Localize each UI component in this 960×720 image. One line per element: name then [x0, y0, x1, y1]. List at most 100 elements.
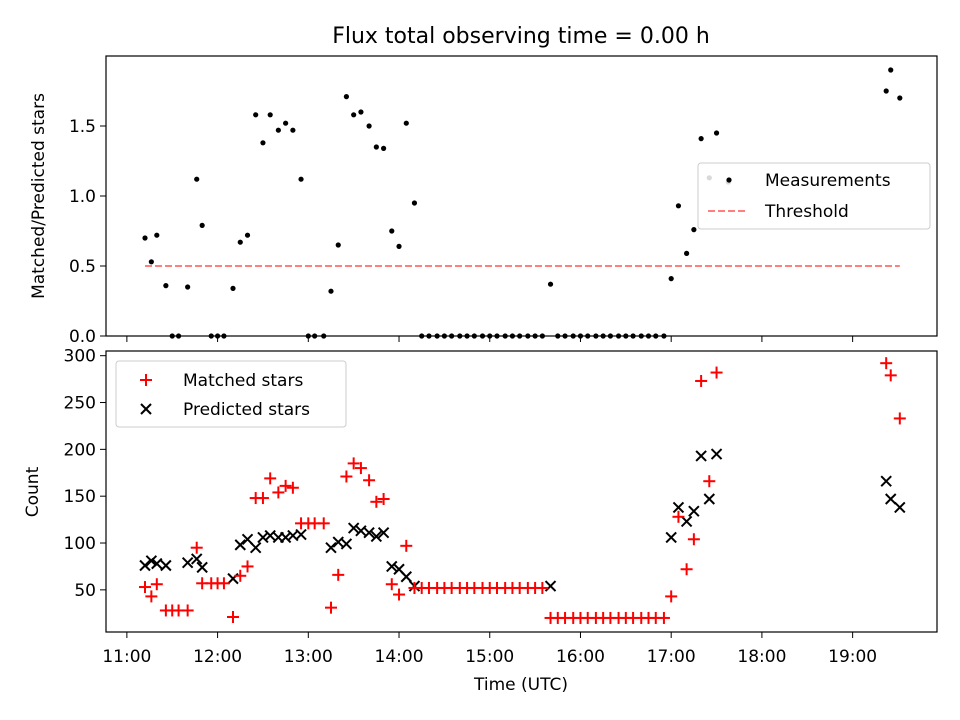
x-tick-label: 17:00 [647, 647, 696, 667]
legend-predicted-label: Predicted stars [183, 400, 310, 420]
matched-point [264, 472, 277, 485]
top-y-tick-label: 1.5 [69, 117, 96, 137]
measurement-point [154, 232, 160, 238]
measurement-point [691, 227, 697, 233]
measurement-point [351, 112, 357, 118]
predicted-point [340, 538, 353, 550]
matched-point [657, 611, 670, 624]
predicted-point [695, 450, 707, 462]
predicted-point [196, 561, 208, 574]
predicted-point [332, 536, 344, 548]
predicted-point [264, 529, 276, 542]
predicted-point [386, 560, 398, 573]
predicted-point [234, 539, 246, 551]
measurement-point [883, 88, 889, 94]
measurement-point [163, 283, 169, 289]
measurement-point [897, 95, 903, 101]
matched-stars-series [139, 357, 906, 624]
matched-point [893, 412, 906, 425]
bottom-axes-frame [105, 350, 938, 633]
top-x-axis [126, 336, 854, 342]
x-tick-label: 16:00 [556, 647, 605, 667]
measurement-point [290, 127, 296, 133]
matched-point [279, 479, 292, 492]
predicted-point [151, 557, 163, 570]
x-tick-label: 18:00 [737, 647, 786, 667]
top-y-tick-label: 0.5 [69, 257, 96, 277]
top-y-tick-label: 0.0 [69, 327, 96, 347]
predicted-point [880, 475, 892, 487]
measurement-point [343, 94, 350, 100]
predicted-point [703, 493, 715, 505]
matched-point [884, 369, 897, 382]
bottom-y-tick-label: 100 [64, 534, 96, 554]
matched-point [370, 495, 383, 508]
measurement-point [888, 67, 894, 73]
measurement-point [335, 242, 341, 248]
predicted-point [544, 580, 557, 592]
predicted-point [181, 556, 194, 569]
measurement-point [366, 123, 372, 129]
predicted-point [363, 527, 375, 539]
matched-point [385, 578, 398, 591]
top-legend-frame [697, 162, 931, 230]
matched-point [241, 560, 254, 573]
matched-point [880, 357, 893, 370]
bottom-y-tick-label: 150 [64, 487, 96, 507]
x-tick-label: 11:00 [102, 647, 151, 667]
top-y-tick-label: 1.0 [69, 187, 96, 207]
measurement-point [547, 281, 554, 287]
measurement-point [260, 140, 266, 146]
measurement-point [675, 203, 682, 209]
legend-measurements-label: Measurements [765, 171, 891, 191]
matched-point [393, 588, 406, 601]
measurement-point [373, 144, 379, 150]
matched-point [672, 510, 685, 523]
predicted-point [355, 525, 367, 537]
matched-point [680, 563, 693, 576]
bottom-y-tick-label: 200 [64, 440, 96, 460]
legend-predicted-marker [140, 403, 152, 415]
chart-title: Flux total observing time = 0.00 h [332, 24, 710, 49]
top-legend: Measurements Threshold [697, 162, 931, 230]
x-axis-label: Time (UTC) [473, 675, 568, 695]
predicted-point [710, 448, 723, 460]
bottom-y-axis-label: Count [23, 466, 43, 517]
matched-point [190, 541, 203, 554]
matched-point [687, 533, 700, 546]
measurement-point [237, 239, 243, 245]
matched-point [703, 475, 716, 488]
matched-point [286, 481, 299, 494]
bottom-y-tick-label: 300 [64, 347, 96, 367]
measurement-point [403, 120, 409, 126]
predicted-point [191, 553, 203, 565]
predicted-point [249, 541, 262, 554]
bottom-y-axis: 50 100 150 200 250 300 [64, 347, 106, 601]
top-y-axis-label: Matched/Predicted stars [29, 93, 49, 299]
measurement-point [328, 288, 334, 294]
predicted-point [370, 530, 383, 543]
predicted-point [672, 501, 685, 514]
matched-point [227, 611, 240, 624]
matched-point [347, 457, 360, 470]
measurement-point [244, 232, 251, 238]
top-y-axis: 0.0 0.5 1.0 1.5 [69, 117, 106, 347]
predicted-stars-series [139, 448, 906, 592]
legend-measurements-marker [726, 177, 732, 183]
measurements-series [142, 67, 903, 339]
legend-matched-marker [140, 374, 152, 386]
bottom-y-tick-label: 250 [64, 394, 96, 414]
predicted-point [400, 571, 412, 583]
top-panel: Flux total observing time = 0.00 h 0.00.… [29, 24, 938, 347]
measurement-point [668, 276, 674, 282]
matched-point [377, 492, 390, 505]
predicted-point [145, 555, 158, 567]
measurement-point [253, 112, 259, 118]
matched-point [217, 577, 230, 590]
measurement-point [230, 285, 236, 291]
measurement-point [199, 222, 205, 228]
predicted-point [885, 493, 897, 505]
x-tick-label: 12:00 [193, 647, 242, 667]
measurement-point [194, 176, 200, 182]
